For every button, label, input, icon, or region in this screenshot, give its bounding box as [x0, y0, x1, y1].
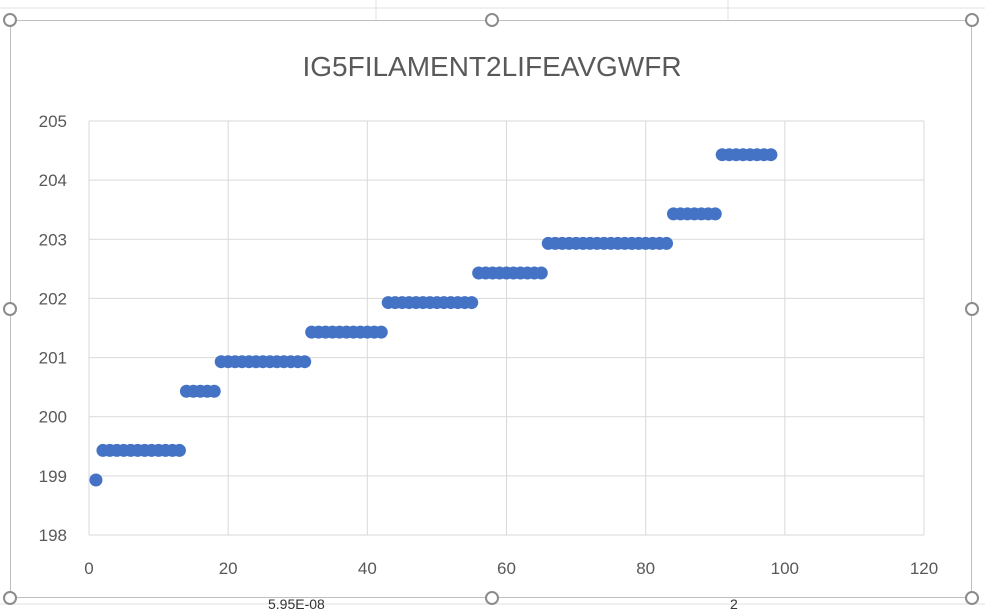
x-tick-label: 120: [910, 559, 938, 578]
resize-handle-top-left[interactable]: [3, 13, 17, 27]
chart-area[interactable]: [10, 20, 972, 598]
data-point[interactable]: [660, 236, 674, 250]
resize-handle-top-right[interactable]: [965, 13, 979, 27]
cell-value-fragment-right: 2: [730, 596, 738, 612]
data-point[interactable]: [172, 443, 186, 457]
chart-gridlines: [88, 120, 925, 536]
data-point[interactable]: [89, 473, 103, 487]
cell-value-fragment: 5.95E-08: [268, 596, 325, 612]
data-point[interactable]: [764, 148, 778, 162]
data-point[interactable]: [207, 384, 221, 398]
data-point[interactable]: [374, 325, 388, 339]
y-tick-label: 198: [39, 526, 67, 545]
x-tick-label: 60: [497, 559, 516, 578]
x-tick-label: 20: [219, 559, 238, 578]
chart-title: IG5FILAMENT2LIFEAVGWFR: [302, 51, 681, 82]
y-tick-label: 200: [39, 408, 67, 427]
y-tick-label: 199: [39, 467, 67, 486]
y-axis-tick-labels: 198 199 200 201 202 203 204 205: [39, 112, 67, 545]
y-tick-label: 201: [39, 349, 67, 368]
x-tick-label: 0: [84, 559, 93, 578]
x-tick-label: 40: [358, 559, 377, 578]
resize-handle-bottom-left[interactable]: [3, 591, 17, 605]
y-tick-label: 205: [39, 112, 67, 131]
resize-handle-bottom-center[interactable]: [485, 591, 499, 605]
y-tick-label: 202: [39, 289, 67, 308]
x-tick-label: 100: [771, 559, 799, 578]
y-tick-label: 204: [39, 171, 67, 190]
resize-handle-middle-left[interactable]: [3, 302, 17, 316]
data-points: [89, 148, 778, 487]
data-point[interactable]: [298, 355, 312, 369]
x-tick-label: 80: [636, 559, 655, 578]
data-point[interactable]: [708, 207, 722, 221]
resize-handle-top-center[interactable]: [485, 13, 499, 27]
resize-handle-bottom-right[interactable]: [965, 591, 979, 605]
data-point[interactable]: [534, 266, 548, 280]
y-tick-label: 203: [39, 230, 67, 249]
data-point[interactable]: [465, 296, 479, 310]
resize-handle-middle-right[interactable]: [965, 302, 979, 316]
x-axis-tick-labels: 0 20 40 60 80 100 120: [84, 559, 938, 578]
